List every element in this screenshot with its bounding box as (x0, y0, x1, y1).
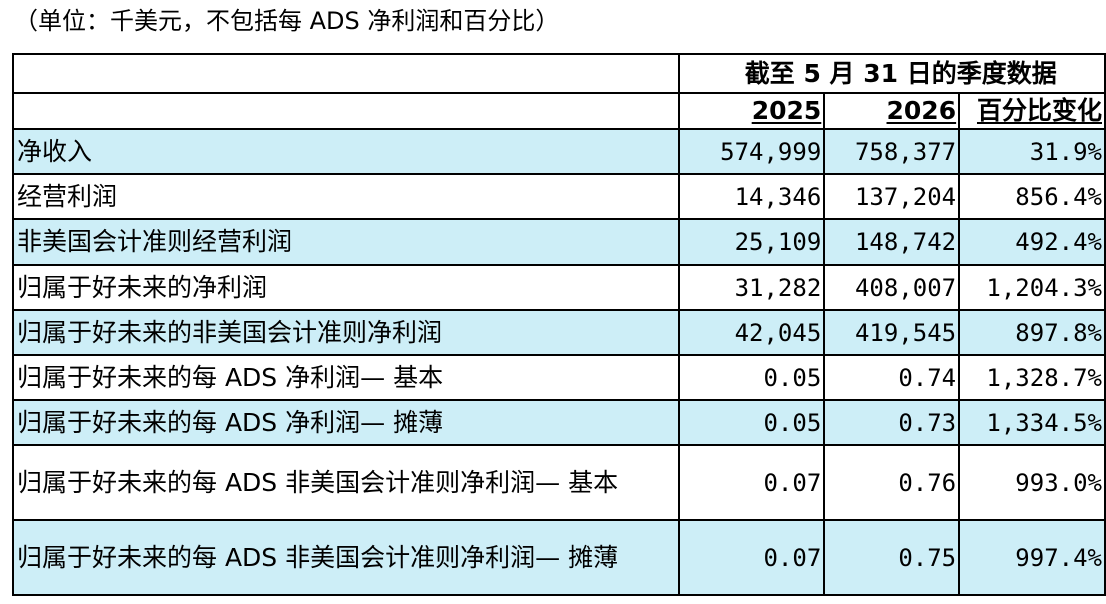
value-2026: 408,007 (823, 264, 961, 311)
table-row: 归属于好未来的每 ADS 非美国会计准则净利润— 基本 0.07 0.76 99… (12, 444, 1106, 521)
header-row-period: 截至 5 月 31 日的季度数据 (12, 53, 1106, 94)
value-change: 1,204.3% (958, 264, 1106, 311)
value-2026: 148,742 (823, 218, 961, 266)
year-2025-header: 2025 (677, 92, 826, 130)
table-row: 归属于好未来的每 ADS 净利润— 摊薄 0.05 0.73 1,334.5% (12, 399, 1106, 446)
value-change: 1,328.7% (958, 354, 1106, 401)
value-2025: 14,346 (677, 173, 826, 220)
value-2026: 0.73 (823, 399, 961, 446)
row-label: 归属于好未来的每 ADS 非美国会计准则净利润— 摊薄 (12, 519, 680, 596)
row-label: 归属于好未来的非美国会计准则净利润 (12, 309, 680, 356)
value-2025: 574,999 (677, 128, 826, 175)
value-2026: 0.74 (823, 354, 961, 401)
table-caption: （单位：千美元，不包括每 ADS 净利润和百分比） (14, 7, 560, 35)
value-2026: 419,545 (823, 309, 961, 356)
row-label: 归属于好未来的每 ADS 净利润— 基本 (12, 354, 680, 401)
value-2025: 25,109 (677, 218, 826, 266)
value-change: 31.9% (958, 128, 1106, 175)
value-2025: 31,282 (677, 264, 826, 311)
header-row-years: 2025 2026 百分比变化 (12, 92, 1106, 130)
value-2025: 42,045 (677, 309, 826, 356)
row-label: 归属于好未来的每 ADS 净利润— 摊薄 (12, 399, 680, 446)
row-label: 净收入 (12, 128, 680, 175)
table-row: 归属于好未来的每 ADS 非美国会计准则净利润— 摊薄 0.07 0.75 99… (12, 519, 1106, 596)
value-2025: 0.07 (677, 444, 826, 521)
period-header: 截至 5 月 31 日的季度数据 (677, 53, 1106, 94)
table-row: 归属于好未来的每 ADS 净利润— 基本 0.05 0.74 1,328.7% (12, 354, 1106, 401)
value-2026: 758,377 (823, 128, 961, 175)
table-row: 归属于好未来的净利润 31,282 408,007 1,204.3% (12, 264, 1106, 311)
value-2026: 0.76 (823, 444, 961, 521)
table-row: 净收入 574,999 758,377 31.9% (12, 128, 1106, 175)
value-change: 997.4% (958, 519, 1106, 596)
row-label: 非美国会计准则经营利润 (12, 218, 680, 266)
financial-table: 截至 5 月 31 日的季度数据 2025 2026 百分比变化 净收入 574… (12, 53, 1106, 596)
value-change: 897.8% (958, 309, 1106, 356)
value-change: 856.4% (958, 173, 1106, 220)
value-change: 492.4% (958, 218, 1106, 266)
value-change: 993.0% (958, 444, 1106, 521)
value-2026: 137,204 (823, 173, 961, 220)
year-2026-header: 2026 (823, 92, 961, 130)
value-change: 1,334.5% (958, 399, 1106, 446)
value-2025: 0.05 (677, 354, 826, 401)
row-label: 归属于好未来的净利润 (12, 264, 680, 311)
row-label: 归属于好未来的每 ADS 非美国会计准则净利润— 基本 (12, 444, 680, 521)
table-row: 非美国会计准则经营利润 25,109 148,742 492.4% (12, 218, 1106, 266)
value-2026: 0.75 (823, 519, 961, 596)
value-2025: 0.05 (677, 399, 826, 446)
change-header: 百分比变化 (958, 92, 1106, 130)
header-blank-cell (12, 92, 680, 130)
row-label: 经营利润 (12, 173, 680, 220)
table-row: 归属于好未来的非美国会计准则净利润 42,045 419,545 897.8% (12, 309, 1106, 356)
table-row: 经营利润 14,346 137,204 856.4% (12, 173, 1106, 220)
value-2025: 0.07 (677, 519, 826, 596)
header-blank-cell (12, 53, 680, 94)
